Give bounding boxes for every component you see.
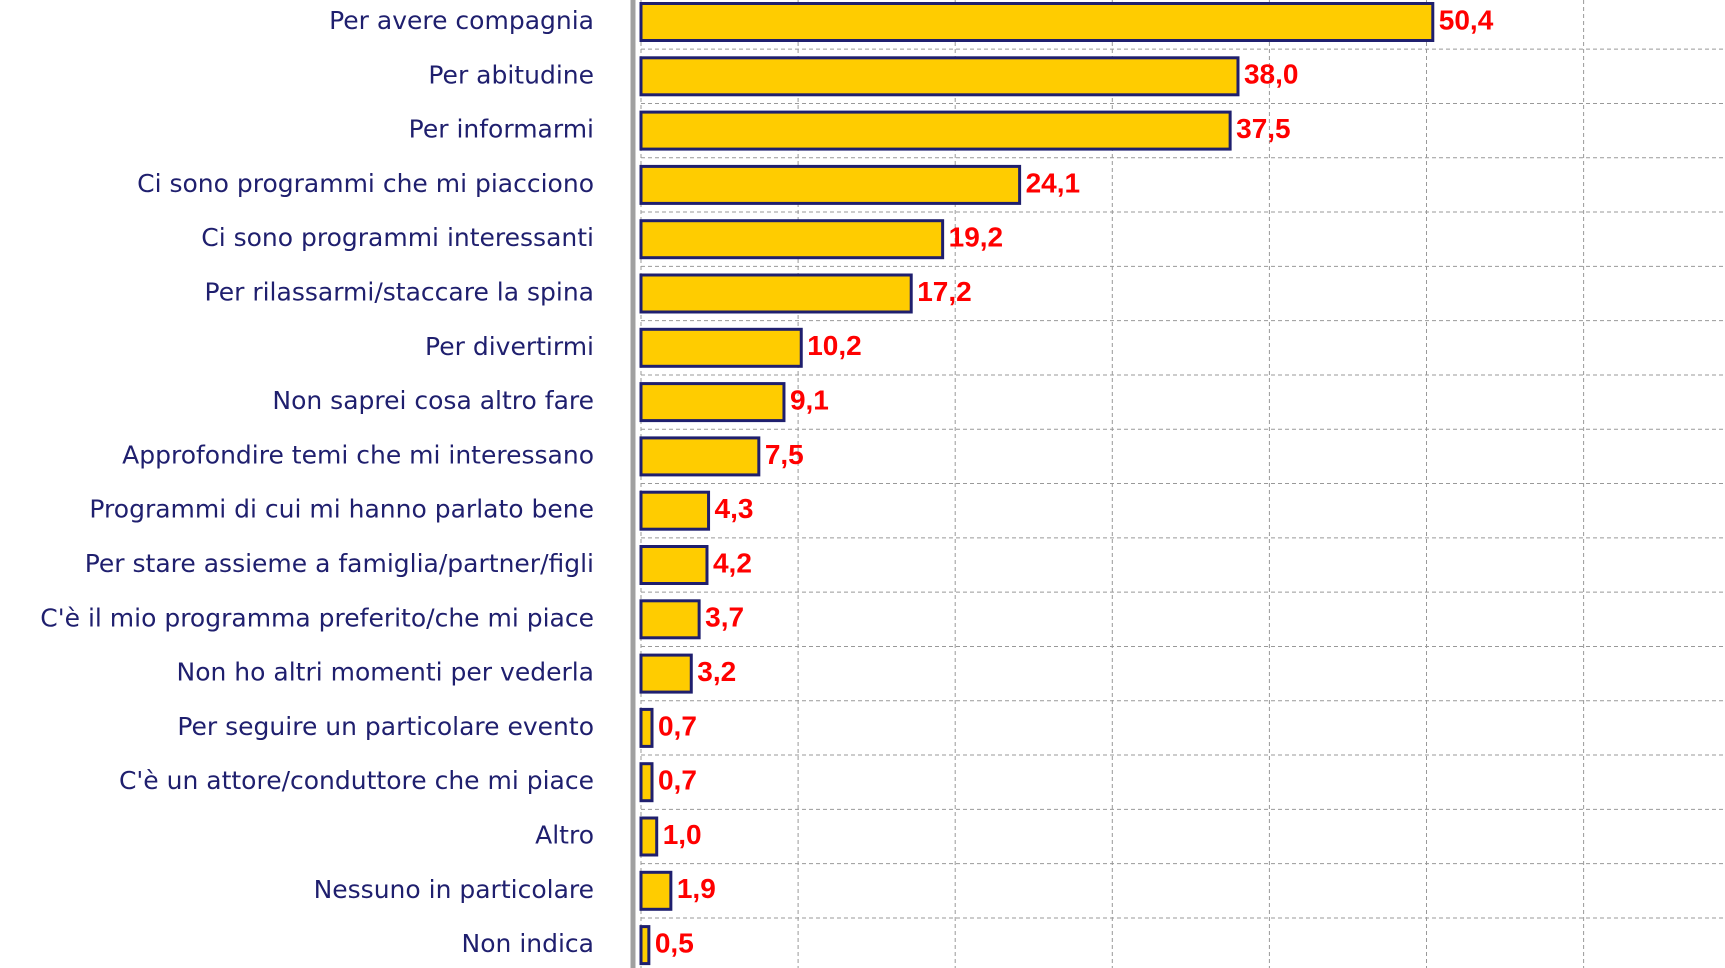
y-tick-label: Nessuno in particolare: [314, 875, 594, 904]
data-label: 19,2: [949, 222, 1004, 253]
data-label: 9,1: [790, 384, 829, 415]
y-tick-label: Non indica: [462, 929, 594, 958]
data-label: 17,2: [917, 276, 972, 307]
bar: [639, 164, 1022, 205]
data-label: 7,5: [765, 439, 804, 470]
y-tick-label: Ci sono programmi interessanti: [201, 223, 594, 252]
bar: [639, 762, 654, 803]
data-label: 4,2: [713, 547, 752, 578]
data-label: 24,1: [1026, 167, 1081, 198]
bar: [639, 490, 711, 531]
data-label: 50,4: [1439, 4, 1494, 35]
y-tick-label: Ci sono programmi che mi piacciono: [137, 169, 594, 198]
bar: [639, 56, 1240, 97]
y-tick-label: Per stare assieme a famiglia/partner/fig…: [85, 549, 594, 578]
y-tick-label: Non saprei cosa altro fare: [272, 386, 594, 415]
bar: [639, 110, 1232, 151]
y-tick-label: Approfondire temi che mi interessano: [122, 440, 594, 469]
bar: [639, 2, 1435, 42]
y-tick-label: Per seguire un particolare evento: [177, 712, 594, 741]
bar: [639, 599, 701, 640]
data-label: 1,0: [663, 819, 702, 850]
data-label: 1,9: [677, 873, 716, 904]
bar: [639, 707, 654, 748]
bar: [639, 273, 913, 314]
y-tick-label: Non ho altri momenti per vederla: [177, 658, 594, 687]
bar: [639, 925, 651, 966]
y-tick-label: Per divertirmi: [425, 332, 594, 361]
bar: [639, 816, 659, 857]
bar: [639, 382, 786, 423]
bar: [639, 436, 761, 477]
data-label: 38,0: [1244, 59, 1299, 90]
data-label: 0,5: [655, 927, 694, 958]
y-tick-label: Altro: [535, 821, 594, 850]
data-label: 10,2: [807, 330, 862, 361]
y-tick-label: Per avere compagnia: [329, 6, 594, 35]
y-tick-label: Programmi di cui mi hanno parlato bene: [89, 495, 594, 524]
bar: [639, 545, 709, 585]
bar: [639, 327, 803, 368]
y-tick-label: Per informarmi: [409, 115, 594, 144]
data-label: 0,7: [658, 710, 697, 741]
data-label: 37,5: [1236, 113, 1291, 144]
bar: [639, 219, 945, 260]
data-label: 3,2: [697, 656, 736, 687]
y-tick-label: C'è il mio programma preferito/che mi pi…: [40, 603, 594, 632]
y-tick-label: Per abitudine: [428, 60, 594, 89]
data-label: 3,7: [705, 602, 744, 633]
y-tick-label: Per rilassarmi/staccare la spina: [205, 278, 594, 307]
data-label: 0,7: [658, 765, 697, 796]
bar: [639, 653, 693, 694]
bar: [639, 870, 673, 911]
y-tick-label: C'è un attore/conduttore che mi piace: [119, 766, 594, 795]
data-label: 4,3: [715, 493, 754, 524]
